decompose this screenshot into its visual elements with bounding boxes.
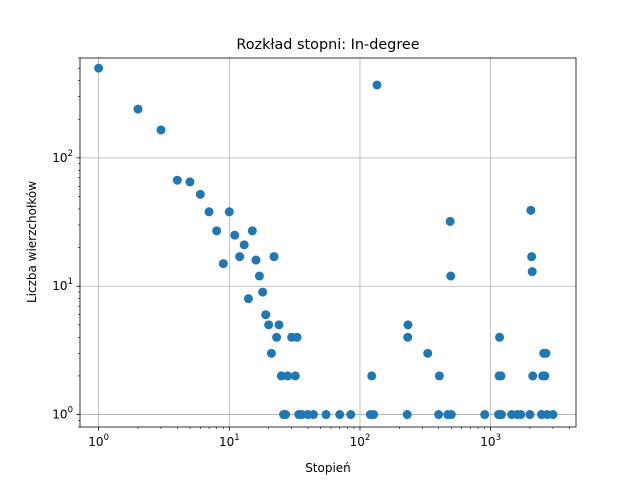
data-point: [321, 410, 331, 420]
data-point: [239, 240, 249, 250]
data-point: [526, 205, 536, 215]
data-point: [133, 104, 143, 114]
data-point: [446, 271, 456, 281]
data-point: [185, 177, 195, 187]
y-axis-title: Liczba wierzchołków: [25, 181, 39, 303]
data-point: [434, 371, 444, 381]
data-point: [156, 125, 166, 135]
data-point: [172, 175, 182, 185]
data-point: [527, 252, 537, 262]
data-point: [308, 410, 318, 420]
data-point: [292, 332, 302, 342]
data-point: [212, 226, 222, 236]
data-point: [548, 410, 558, 420]
data-point: [204, 207, 214, 217]
data-point: [247, 226, 257, 236]
data-point: [480, 410, 490, 420]
data-point: [495, 332, 505, 342]
data-point: [261, 310, 271, 320]
chart-title: Rozkład stopni: In-degree: [236, 37, 419, 53]
y-tick-label: 102: [52, 149, 73, 165]
data-point: [372, 80, 382, 90]
data-point: [346, 410, 356, 420]
data-point: [269, 252, 279, 262]
data-point: [446, 410, 456, 420]
data-point: [224, 207, 234, 217]
data-point: [496, 410, 506, 420]
data-point: [254, 271, 264, 281]
data-point: [525, 410, 535, 420]
data-point: [274, 320, 284, 330]
data-point: [434, 410, 444, 420]
data-point: [290, 371, 300, 381]
data-point: [445, 216, 455, 226]
data-point: [403, 332, 413, 342]
data-point: [243, 294, 253, 304]
data-point: [195, 189, 205, 199]
data-point: [369, 410, 379, 420]
data-point: [264, 320, 274, 330]
data-point: [541, 348, 551, 358]
data-point: [423, 348, 433, 358]
data-point: [516, 410, 526, 420]
data-point: [281, 410, 291, 420]
data-point: [496, 371, 506, 381]
y-tick-label: 101: [52, 277, 73, 293]
data-point: [266, 348, 276, 358]
data-point: [251, 255, 261, 265]
data-point: [367, 371, 377, 381]
axes-frame: [79, 57, 577, 428]
data-point: [527, 267, 537, 277]
data-point: [403, 320, 413, 330]
plot-area: [80, 58, 576, 427]
data-points: [94, 63, 558, 420]
data-point: [283, 371, 293, 381]
data-point: [272, 332, 282, 342]
grid-lines: [80, 58, 576, 427]
data-point: [402, 410, 412, 420]
data-point: [258, 287, 268, 297]
data-point: [218, 259, 228, 269]
data-point: [528, 371, 538, 381]
data-point: [94, 63, 104, 73]
data-point: [540, 371, 550, 381]
data-point: [335, 410, 345, 420]
data-point: [276, 371, 286, 381]
data-point: [235, 252, 245, 262]
data-point: [230, 230, 240, 240]
x-axis-title: Stopień: [305, 461, 351, 475]
axis-ticks: [76, 57, 570, 431]
y-tick-label: 100: [52, 406, 73, 422]
